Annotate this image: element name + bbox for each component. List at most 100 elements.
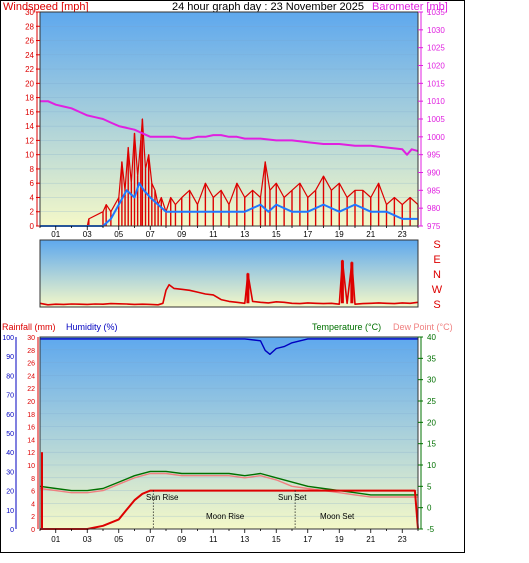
barometer-tick-label: 1020 — [427, 62, 445, 71]
humidity-tick-label: 40 — [6, 450, 14, 457]
windspeed-tick-label: 8 — [30, 165, 35, 174]
direction-panel-series — [39, 259, 419, 306]
humidity-tick-label: 20 — [6, 489, 14, 496]
hour-tick-label: 13 — [240, 230, 249, 239]
windspeed-tick-label: 10 — [25, 151, 34, 160]
barometer-tick-label: 995 — [427, 151, 441, 160]
rainfall-tick-label: 18 — [27, 412, 35, 419]
humidity-tick-label: 50 — [6, 431, 14, 438]
barometer-tick-label: 985 — [427, 186, 441, 195]
barometer-tick-label: 990 — [427, 169, 441, 178]
windspeed-tick-label: 30 — [25, 8, 34, 17]
hour-tick-label: 03 — [83, 230, 92, 239]
windspeed-tick-label: 22 — [25, 65, 34, 74]
rainfall-tick-label: 8 — [31, 476, 35, 483]
dewpoint-axis-title: Dew Point (°C) — [393, 322, 453, 332]
barometer-tick-label: 1000 — [427, 133, 445, 142]
hour-tick-label: 23 — [398, 230, 407, 239]
windspeed-tick-label: 0 — [30, 222, 35, 231]
hour-tick-label: 11 — [209, 230, 218, 239]
temperature-axis-title: Temperature (°C) — [312, 322, 381, 332]
graph-title: 24 hour graph day : 23 November 2025 — [172, 1, 364, 13]
wind-panel-series — [40, 100, 419, 227]
rainfall-tick-label: 28 — [27, 348, 35, 355]
direction-label: E — [433, 254, 440, 266]
rainfall-tick-label: 22 — [27, 386, 35, 393]
direction-panel-border — [39, 239, 419, 308]
hour-tick-label: 21 — [366, 230, 375, 239]
barometer-tick-label: 1035 — [427, 8, 445, 17]
humidity-tick-label: 0 — [10, 527, 14, 534]
direction-label: S — [433, 299, 440, 311]
hour-tick-label: 19 — [335, 535, 344, 544]
wind-panel-background — [40, 12, 418, 226]
windspeed-tick-label: 16 — [25, 108, 34, 117]
barometer-tick-label: 1030 — [427, 26, 445, 35]
hour-tick-label: 01 — [51, 535, 60, 544]
dewpoint-line — [39, 472, 418, 498]
rainfall-tick-label: 2 — [31, 514, 35, 521]
humidity-tick-label: 80 — [6, 373, 14, 380]
rainfall-tick-label: 10 — [27, 463, 35, 470]
humidity-tick-label: 90 — [6, 354, 14, 361]
temp-panel-hour-ticks: 01 03 05 07 09 11 13 15 17 19 21 23 — [39, 529, 419, 544]
windspeed-tick-label: 28 — [25, 22, 34, 31]
direction-label: S — [433, 239, 440, 251]
rainfall-tick-label: 30 — [27, 335, 35, 342]
temperature-tick-label: 20 — [427, 418, 436, 427]
temperature-ticks: -5 0 5 10 15 20 25 30 35 40 — [418, 333, 436, 534]
rainfall-tick-label: 20 — [27, 399, 35, 406]
windspeed-axis-title: Windspeed [mph] — [3, 1, 89, 13]
rainfall-tick-label: 0 — [31, 527, 35, 534]
temp-panel-background — [40, 337, 418, 529]
humidity-tick-label: 60 — [6, 412, 14, 419]
wind-average-line — [40, 182, 418, 227]
hour-tick-label: 15 — [272, 230, 281, 239]
rainfall-tick-label: 4 — [31, 501, 35, 508]
wind-gust-line — [40, 118, 419, 227]
rainfall-tick-label: 24 — [27, 373, 35, 380]
temperature-tick-label: 25 — [427, 397, 436, 406]
windspeed-tick-label: 26 — [25, 37, 34, 46]
temperature-tick-label: 30 — [427, 376, 436, 385]
rainfall-tick-label: 14 — [27, 437, 35, 444]
temperature-line — [39, 470, 418, 496]
direction-label: W — [432, 284, 443, 296]
humidity-tick-label: 70 — [6, 393, 14, 400]
hour-tick-label: 11 — [209, 535, 218, 544]
sun-rise-label: Sun Rise — [146, 493, 179, 502]
windspeed-tick-label: 20 — [25, 79, 34, 88]
hour-tick-label: 21 — [366, 535, 375, 544]
moon-rise-label: Moon Rise — [206, 512, 245, 521]
windspeed-tick-label: 4 — [30, 193, 35, 202]
humidity-tick-label: 100 — [2, 335, 14, 342]
barometer-tick-label: 1005 — [427, 115, 445, 124]
windspeed-tick-label: 14 — [25, 122, 34, 131]
humidity-axis-title: Humidity (%) — [66, 322, 118, 332]
rainfall-tick-label: 16 — [27, 425, 35, 432]
temperature-tick-label: 0 — [427, 504, 432, 513]
hour-tick-label: 03 — [83, 535, 92, 544]
humidity-tick-label: 10 — [6, 508, 14, 515]
humidity-line — [40, 338, 418, 355]
direction-panel-background — [40, 240, 418, 307]
temperature-tick-label: 15 — [427, 440, 436, 449]
temperature-tick-label: 10 — [427, 461, 436, 470]
temperature-tick-label: 40 — [427, 333, 436, 342]
hour-tick-label: 07 — [146, 535, 155, 544]
hour-tick-label: 07 — [146, 230, 155, 239]
windspeed-tick-label: 18 — [25, 94, 34, 103]
barometer-tick-label: 1010 — [427, 97, 445, 106]
temperature-tick-label: -5 — [427, 525, 435, 534]
hour-tick-label: 05 — [114, 230, 123, 239]
rainfall-axis-title: Rainfall (mm) — [2, 322, 56, 332]
moon-set-label: Moon Set — [320, 512, 355, 521]
barometer-axis-title: Barometer [mb] — [372, 1, 448, 13]
windspeed-tick-label: 12 — [25, 136, 34, 145]
barometer-tick-label: 1025 — [427, 44, 445, 53]
hour-tick-label: 01 — [51, 230, 60, 239]
hour-tick-label: 15 — [272, 535, 281, 544]
direction-label: N — [433, 269, 441, 281]
